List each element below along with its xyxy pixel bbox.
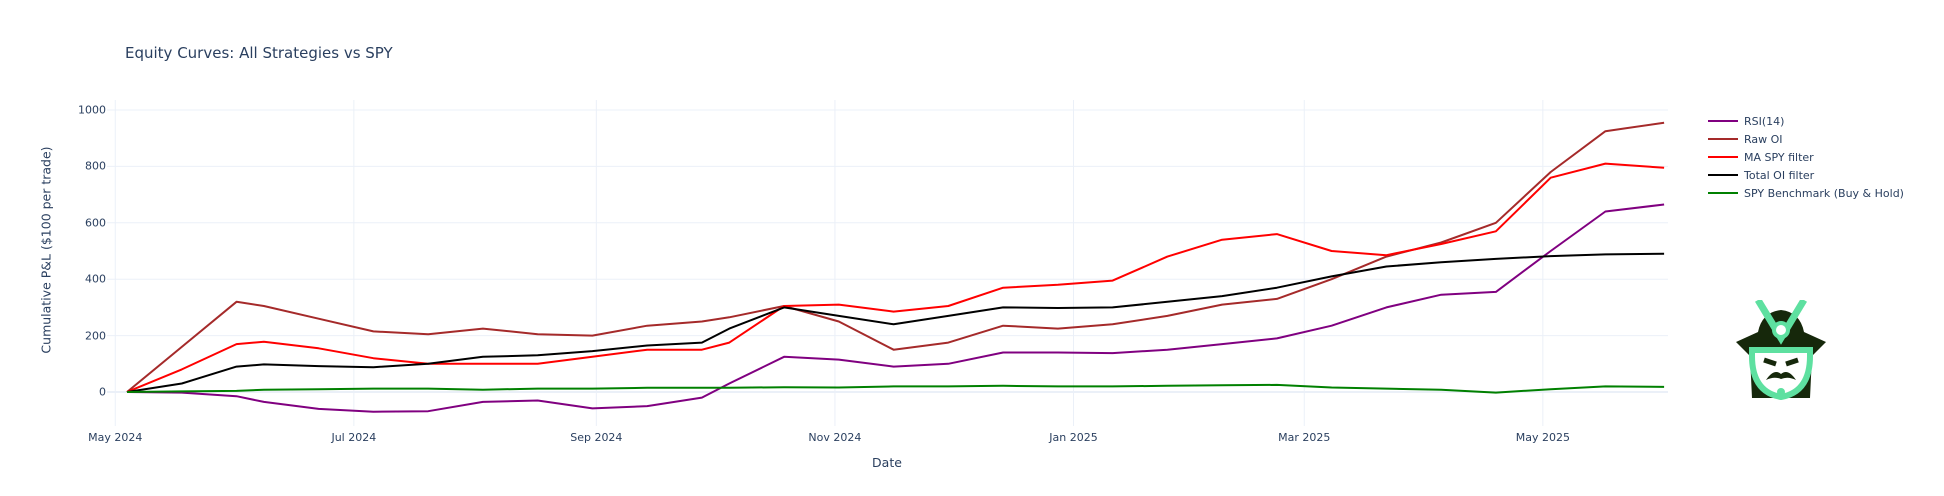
- y-tick-label: 1000: [78, 103, 106, 117]
- legend-swatch: [1708, 156, 1738, 158]
- chart-title: Equity Curves: All Strategies vs SPY: [125, 44, 393, 62]
- y-tick-label: 800: [85, 159, 106, 173]
- x-tick-label: Jul 2024: [331, 431, 377, 444]
- x-tick-label: Mar 2025: [1278, 431, 1331, 444]
- legend-label: SPY Benchmark (Buy & Hold): [1744, 186, 1904, 200]
- legend-swatch: [1708, 174, 1738, 176]
- gridlines: [107, 100, 1668, 426]
- legend-label: RSI(14): [1744, 114, 1785, 128]
- legend-swatch: [1708, 138, 1738, 140]
- legend-item-rsi14[interactable]: RSI(14): [1708, 112, 1904, 130]
- legend-item-spy-benchmark[interactable]: SPY Benchmark (Buy & Hold): [1708, 184, 1904, 202]
- legend-label: Total OI filter: [1744, 168, 1815, 182]
- series-line[interactable]: [126, 383, 1665, 394]
- x-tick-label: Jan 2025: [1049, 431, 1098, 444]
- y-tick-label: 400: [85, 272, 106, 286]
- legend-item-raw-oi[interactable]: Raw OI: [1708, 130, 1904, 148]
- series-line[interactable]: [126, 203, 1665, 413]
- y-tick-label: 200: [85, 329, 106, 343]
- series-lines: [126, 121, 1665, 413]
- legend-swatch: [1708, 192, 1738, 194]
- series-line[interactable]: [126, 162, 1665, 393]
- legend: RSI(14) Raw OI MA SPY filter Total OI fi…: [1708, 112, 1904, 202]
- x-tick-label: Nov 2024: [808, 431, 862, 444]
- legend-label: Raw OI: [1744, 132, 1783, 146]
- x-tick-label: Sep 2024: [570, 431, 623, 444]
- samurai-helmet-icon: [1736, 300, 1826, 400]
- legend-item-ma-spy-filter[interactable]: MA SPY filter: [1708, 148, 1904, 166]
- legend-label: MA SPY filter: [1744, 150, 1814, 164]
- x-tick-label: May 2025: [1515, 431, 1570, 444]
- y-tick-label: 600: [85, 216, 106, 230]
- legend-item-total-oi-filter[interactable]: Total OI filter: [1708, 166, 1904, 184]
- x-axis-title: Date: [872, 455, 902, 470]
- legend-swatch: [1708, 120, 1738, 122]
- y-tick-label: 0: [99, 385, 106, 399]
- series-line[interactable]: [126, 252, 1665, 393]
- x-tick-label: May 2024: [88, 431, 143, 444]
- series-line[interactable]: [126, 121, 1665, 393]
